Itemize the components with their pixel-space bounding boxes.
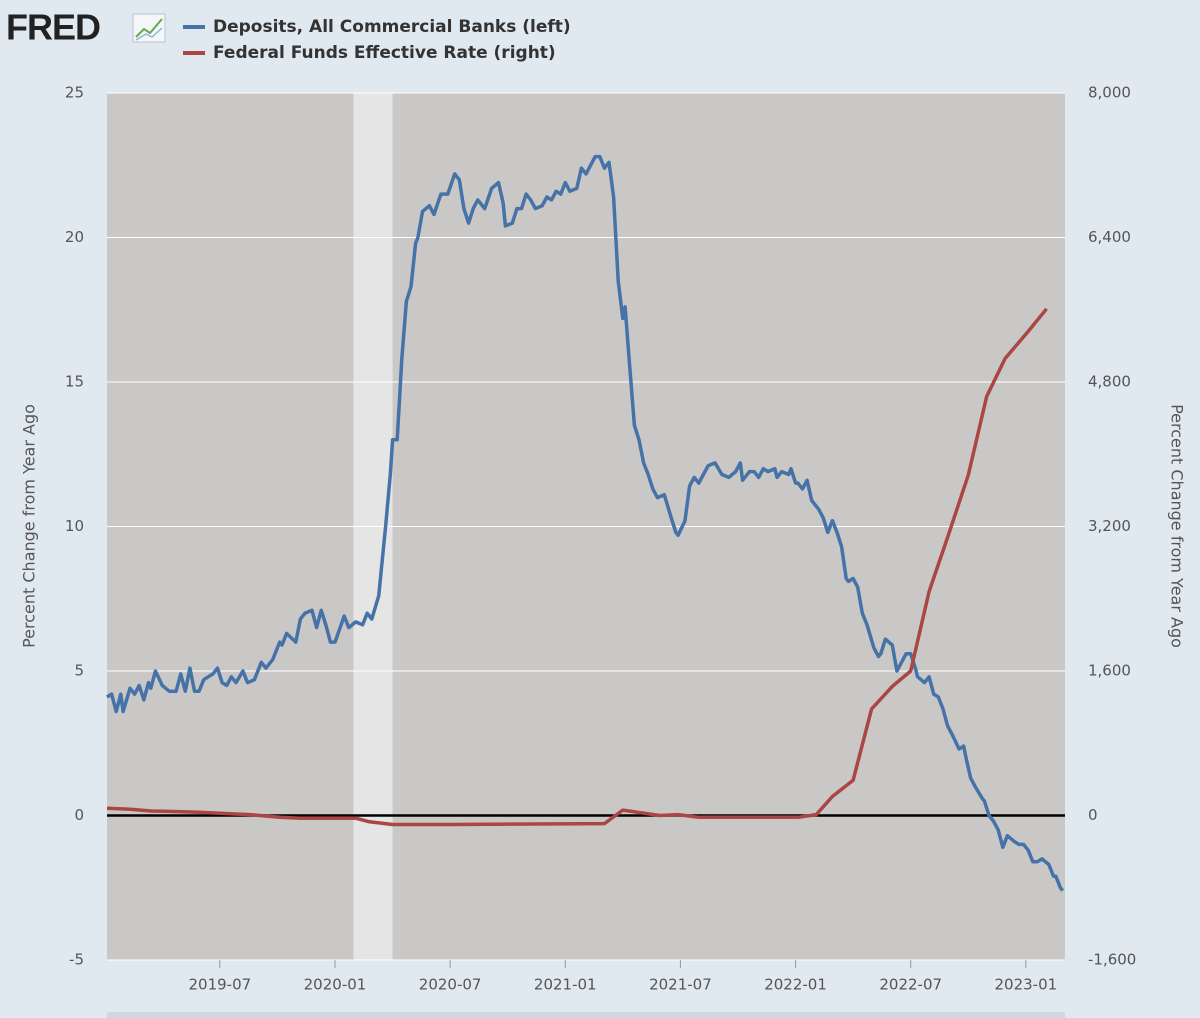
legend-label: Deposits, All Commercial Banks (left) bbox=[213, 17, 571, 37]
y-tick-label: 25 bbox=[65, 84, 84, 102]
x-tick-label: 2020-01 bbox=[304, 976, 367, 994]
x-tick-label: 2022-01 bbox=[764, 976, 827, 994]
y2-tick-label: 1,600 bbox=[1088, 662, 1131, 680]
logo: FRED bbox=[6, 7, 100, 48]
y-tick-label: 0 bbox=[74, 806, 84, 824]
x-tick-label: 2023-01 bbox=[995, 976, 1058, 994]
legend: Deposits, All Commercial Banks (left) Fed… bbox=[183, 17, 571, 63]
y-tick-label: 5 bbox=[74, 662, 84, 680]
scrollbar bbox=[107, 1012, 1065, 1018]
y2-axis-title: Percent Change from Year Ago bbox=[1168, 404, 1187, 648]
x-tick-label: 2021-07 bbox=[649, 976, 712, 994]
y-tick-label: -5 bbox=[69, 951, 84, 969]
x-tick-label: 2022-07 bbox=[879, 976, 942, 994]
y2-tick-label: 3,200 bbox=[1088, 517, 1131, 535]
y2-tick-label: 6,400 bbox=[1088, 228, 1131, 246]
x-tick-label: 2021-01 bbox=[534, 976, 597, 994]
y2-tick-label: -1,600 bbox=[1088, 951, 1136, 969]
x-tick-label: 2019-07 bbox=[188, 976, 251, 994]
logo-icon bbox=[132, 13, 166, 43]
plot-area bbox=[106, 92, 1065, 961]
y-tick-label: 20 bbox=[65, 228, 84, 246]
x-tick-label: 2020-07 bbox=[419, 976, 482, 994]
y-tick-label: 10 bbox=[65, 517, 84, 535]
y2-tick-label: 8,000 bbox=[1088, 84, 1131, 102]
y2-tick-label: 0 bbox=[1088, 806, 1098, 824]
y-tick-label: 15 bbox=[65, 373, 84, 391]
series-line bbox=[106, 307, 1048, 827]
legend-label: Federal Funds Effective Rate (right) bbox=[213, 43, 556, 63]
y-axis-title: Percent Change from Year Ago bbox=[20, 404, 39, 648]
y2-tick-label: 4,800 bbox=[1088, 373, 1131, 391]
series-line bbox=[106, 154, 1065, 892]
